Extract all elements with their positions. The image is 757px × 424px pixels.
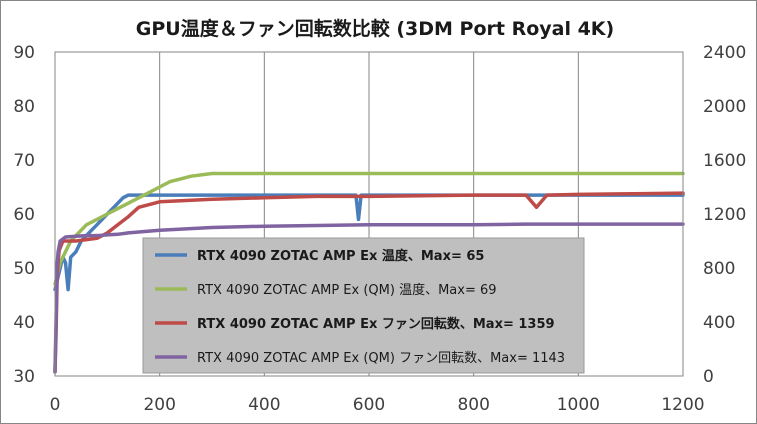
legend-box xyxy=(142,237,585,374)
legend-label: RTX 4090 ZOTAC AMP Ex (QM) 温度、Max= 69 xyxy=(197,282,497,298)
y-left-tick-label: 60 xyxy=(13,205,35,225)
y-left-tick-label: 40 xyxy=(13,313,35,333)
x-tick-label: 1000 xyxy=(557,395,600,415)
y-left-tick-label: 30 xyxy=(13,367,35,387)
series-line-4 xyxy=(53,222,685,374)
legend: RTX 4090 ZOTAC AMP Ex 温度、Max= 65 RTX 4090… xyxy=(142,237,585,374)
axes xyxy=(54,51,684,377)
x-tick-label: 0 xyxy=(50,395,61,415)
x-tick-label: 400 xyxy=(248,395,280,415)
y-right-tick-label: 2400 xyxy=(703,43,746,63)
y-right-tick-label: 0 xyxy=(703,367,714,387)
legend-label: RTX 4090 ZOTAC AMP Ex 温度、Max= 65 xyxy=(197,248,484,264)
chart-title: GPU温度＆ファン回転数比較 (3DM Port Royal 4K) xyxy=(136,17,614,40)
plot-area xyxy=(54,51,684,377)
x-tick-label: 600 xyxy=(353,395,385,415)
x-tick-label: 800 xyxy=(457,395,489,415)
legend-label: RTX 4090 ZOTAC AMP Ex (QM) ファン回転数、Max= 1… xyxy=(197,351,565,366)
y-left-tick-label: 70 xyxy=(13,151,35,171)
tick-labels: 0 200 400 600 800 1000 1200 30 40 50 60 70 80 90 0 400 8… xyxy=(13,43,746,415)
x-tick-label: 200 xyxy=(143,395,175,415)
y-left-tick-label: 80 xyxy=(13,97,35,117)
series-layer xyxy=(53,171,685,374)
y-left-tick-label: 90 xyxy=(13,43,35,63)
y-right-tick-label: 400 xyxy=(703,313,735,333)
y-right-tick-label: 1200 xyxy=(703,205,746,225)
y-right-tick-label: 2000 xyxy=(703,97,746,117)
y-left-tick-label: 50 xyxy=(13,259,35,279)
y-right-tick-label: 800 xyxy=(703,259,735,279)
x-tick-label: 1200 xyxy=(661,395,704,415)
y-right-tick-label: 1600 xyxy=(703,151,746,171)
legend-label: RTX 4090 ZOTAC AMP Ex ファン回転数、Max= 1359 xyxy=(197,316,555,332)
series-line-2 xyxy=(53,171,685,286)
